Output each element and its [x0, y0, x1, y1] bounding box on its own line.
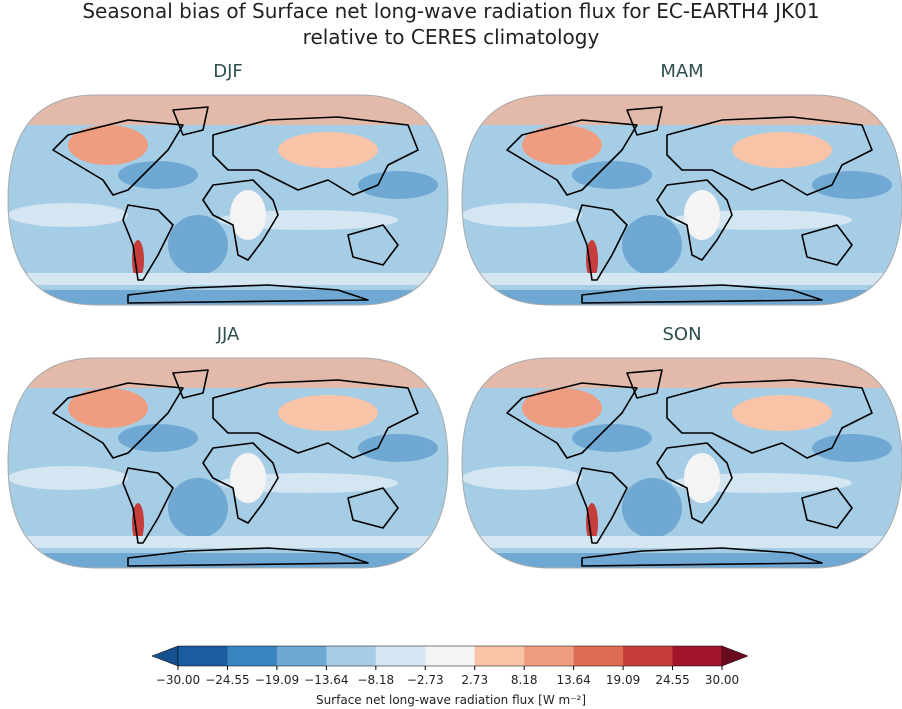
colorbar-tick-label: 24.55 — [655, 673, 689, 687]
map — [8, 358, 448, 568]
colorbar-bin — [524, 646, 575, 666]
colorbar-bin — [375, 646, 426, 666]
colorbar-tick-label: −2.73 — [407, 673, 444, 687]
colorbar-bin — [178, 646, 228, 666]
title-line: relative to CERES climatology — [303, 25, 600, 49]
colorbar-bin — [227, 646, 278, 666]
colorbar-bin — [326, 646, 377, 666]
colorbar-bin — [623, 646, 674, 666]
colorbar-tick-label: −24.55 — [205, 673, 249, 687]
colorbar-label: Surface net long-wave radiation flux [W … — [316, 693, 586, 707]
map — [462, 358, 902, 568]
colorbar-tick-label: 8.18 — [511, 673, 538, 687]
colorbar-bin — [474, 646, 525, 666]
colorbar-tick-label: −19.09 — [255, 673, 299, 687]
map — [462, 95, 902, 305]
colorbar-tick-label: −8.18 — [357, 673, 394, 687]
colorbar-tick-label: 30.00 — [705, 673, 739, 687]
colorbar-tick-label: −30.00 — [156, 673, 200, 687]
colorbar-under — [151, 645, 179, 667]
colorbar-tick-label: 13.64 — [556, 673, 590, 687]
colorbar-bin — [276, 646, 327, 666]
panel-label: MAM — [660, 61, 703, 82]
colorbar-tick-label: −13.64 — [304, 673, 348, 687]
colorbar-tick-label: 19.09 — [606, 673, 640, 687]
colorbar-bin — [573, 646, 624, 666]
title-line: Seasonal bias of Surface net long-wave r… — [82, 0, 819, 23]
map — [8, 95, 448, 305]
colorbar-frame — [177, 645, 723, 667]
panel-label: SON — [662, 324, 701, 345]
colorbar-bin — [425, 646, 476, 666]
colorbar-over — [721, 645, 749, 667]
panel-label: DJF — [213, 61, 243, 82]
colorbar-tick-label: 2.73 — [461, 673, 488, 687]
colorbar-bin — [672, 646, 723, 666]
panel-label: JJA — [216, 324, 240, 345]
